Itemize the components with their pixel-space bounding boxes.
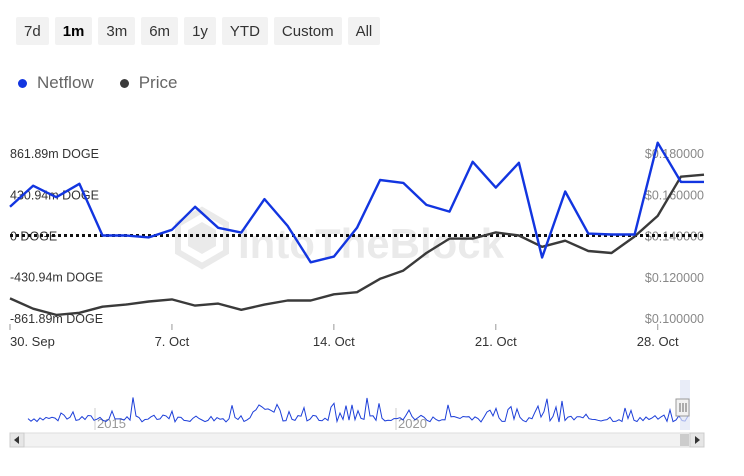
scrollbar-track[interactable] (9, 432, 705, 448)
legend-item-netflow[interactable]: Netflow (18, 73, 94, 93)
scroll-right-button[interactable] (689, 432, 705, 448)
navigator-handle[interactable] (675, 398, 690, 417)
y-right-tick-label: $0.180000 (645, 147, 704, 161)
range-selector: 7d 1m 3m 6m 1y YTD Custom All (16, 17, 381, 45)
y-right-tick-label: $0.100000 (645, 312, 704, 326)
y-left-tick-label: 0 DOGE (10, 230, 57, 244)
x-tick-label: 28. Oct (637, 334, 679, 349)
range-button-custom[interactable]: Custom (273, 17, 342, 45)
navigator[interactable]: 2015 2020 (0, 378, 744, 460)
watermark: IntoTheBlock (175, 206, 505, 270)
arrow-right-icon (695, 436, 700, 444)
range-button-6m[interactable]: 6m (141, 17, 179, 45)
navigator-area[interactable] (28, 380, 690, 430)
scroll-left-button[interactable] (9, 432, 25, 448)
x-tick-label: 30. Sep (10, 334, 55, 349)
range-button-ytd[interactable]: YTD (221, 17, 268, 45)
navigator-label: 2015 (97, 416, 126, 431)
navigator-series-line (27, 397, 689, 424)
y-right-tick-label: $0.160000 (645, 188, 704, 202)
navigator-label: 2020 (398, 416, 427, 431)
y-left-tick-label: -430.94m DOGE (10, 271, 103, 285)
y-left-tick-label: 861.89m DOGE (10, 147, 99, 161)
scrollbar-thumb[interactable] (680, 434, 689, 446)
range-button-7d[interactable]: 7d (16, 17, 49, 45)
series-line-price (9, 173, 705, 317)
range-button-all[interactable]: All (347, 17, 381, 45)
range-button-1y[interactable]: 1y (184, 17, 216, 45)
arrow-left-icon (14, 436, 19, 444)
range-button-3m[interactable]: 3m (98, 17, 136, 45)
x-tick-label: 7. Oct (155, 334, 190, 349)
x-tick-label: 21. Oct (475, 334, 517, 349)
y-left-tick-label: -861.89m DOGE (10, 312, 103, 326)
series-line-netflow (9, 141, 704, 264)
legend-item-price[interactable]: Price (119, 73, 178, 93)
y-right-tick-label: $0.120000 (645, 271, 704, 285)
y-right-tick-label: $0.140000 (645, 230, 704, 244)
legend-label: Netflow (37, 73, 94, 92)
range-button-1m[interactable]: 1m (54, 17, 93, 45)
legend-label: Price (138, 73, 178, 92)
legend-dot-icon (119, 78, 129, 88)
legend-dot-icon (18, 78, 27, 88)
watermark-text: IntoTheBlock (238, 220, 505, 267)
legend: Netflow Price (18, 73, 177, 93)
x-tick-label: 14. Oct (313, 334, 355, 349)
